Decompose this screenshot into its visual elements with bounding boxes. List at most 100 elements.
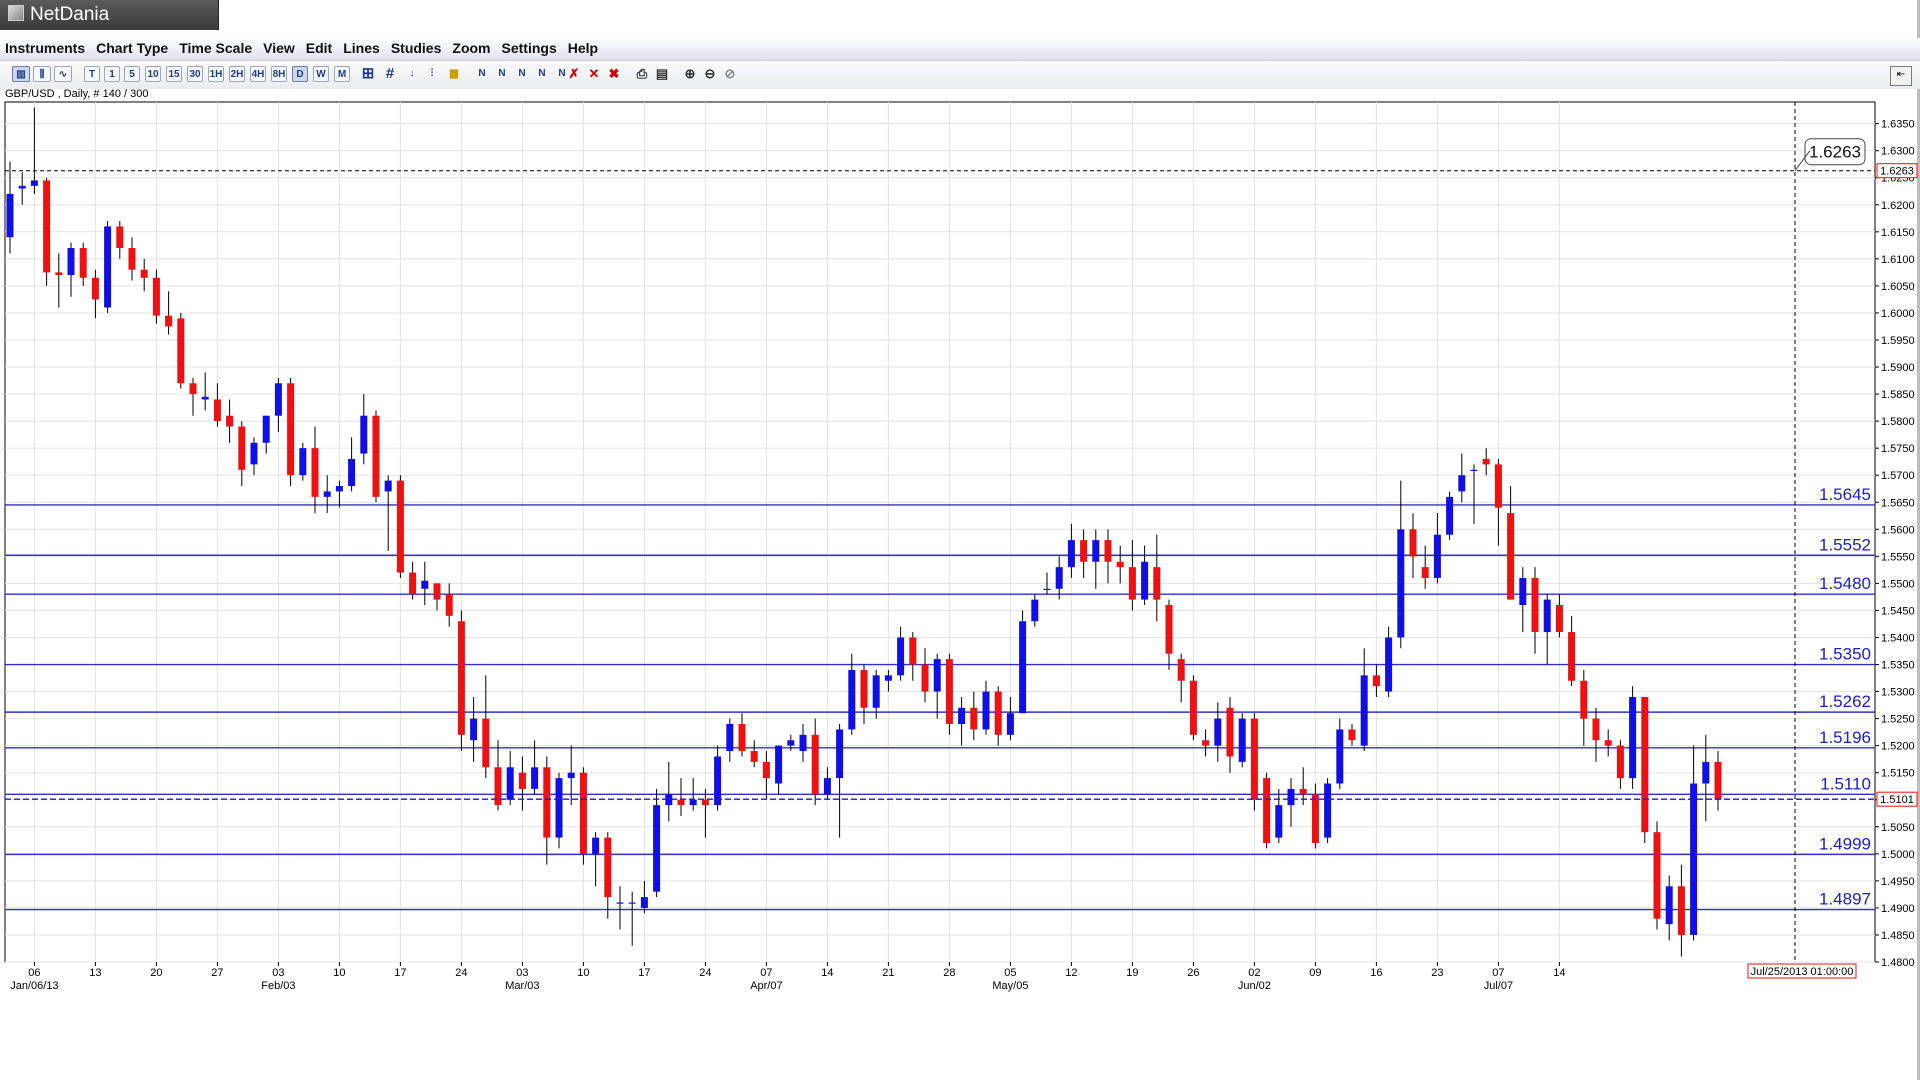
candle-body-down [945,659,953,725]
timescale-5min-button[interactable]: 5 [124,66,140,82]
histogram-icon[interactable]: ▆ [450,68,458,79]
menu-chart-type[interactable]: Chart Type [96,40,169,56]
candle [1641,696,1649,844]
menu-studies[interactable]: Studies [390,40,442,56]
candle [1580,669,1588,746]
candle-body-down [177,318,185,384]
candlestick-chart-icon[interactable]: ▥ [12,66,30,82]
candle-body-up [335,486,343,492]
bar-chart-icon[interactable]: ⫼ [33,66,51,82]
menu-lines[interactable]: Lines [343,40,380,56]
trendline-icon[interactable]: N [478,68,486,79]
candle [653,788,661,898]
candle-body-up [714,756,722,806]
candle [628,891,636,946]
grid-icon[interactable]: # [385,65,395,82]
candle-body-up [421,580,429,589]
panel-collapse-icon[interactable]: ⇤ [1890,66,1912,86]
delete-line-icon[interactable]: ✗ [568,66,580,81]
candle-body-down [970,707,978,730]
delete-icon[interactable]: ✕ [588,66,600,81]
menu-instruments[interactable]: Instruments [5,40,86,56]
timescale-tick-button[interactable]: T [84,66,100,82]
timescale-4h-button[interactable]: 4H [250,66,266,82]
x-tick-label: 26 [1187,967,1199,979]
candle [640,880,648,914]
candle-body-down [1568,632,1576,681]
current-price-tag [1876,163,1918,179]
candle [1336,718,1344,789]
candle [323,475,331,514]
plot-area[interactable] [4,101,1876,963]
timescale-1h-button[interactable]: 1H [208,66,224,82]
candle [67,242,75,297]
candle [701,788,709,838]
candle [1189,675,1197,741]
timescale-30min-button[interactable]: 30 [187,66,203,82]
candle [909,632,917,681]
menu-zoom[interactable]: Zoom [452,40,491,56]
candle-body-up [848,669,856,730]
crosshair-icon[interactable]: ⊞ [361,65,375,82]
print-icon[interactable]: ⎙ [636,66,648,81]
candle-body-down [579,772,587,854]
pitchfork-icon[interactable]: N [558,68,566,79]
timescale-2h-button[interactable]: 2H [229,66,245,82]
zoom-out-icon[interactable]: ⊖ [704,66,716,81]
fibonacci-icon[interactable]: N [518,68,526,79]
delete-all-icon[interactable]: ✖ [608,66,620,81]
channel-icon[interactable]: N [498,68,506,79]
candle-body-down [287,383,295,476]
candle [860,664,868,725]
candle-body-up [836,729,844,779]
candle [1507,486,1515,600]
zoom-reset-icon[interactable]: ⊘ [724,66,736,81]
candle [1385,626,1393,697]
zoom-in-icon[interactable]: ⊕ [684,66,696,81]
gann-icon[interactable]: N [538,68,546,79]
candle-body-down [1604,740,1612,746]
menu-help[interactable]: Help [567,40,599,56]
timescale-10min-button[interactable]: 10 [145,66,161,82]
timescale-weekly-button[interactable]: W [313,66,329,82]
candle-body-up [250,442,258,465]
price-chart[interactable]: 1.5645 1.5552 1.5480 1.5350 1.5262 1.5196 1.51… [0,98,1920,998]
y-axis: 1.63501.63001.62501.62001.61501.61001.60… [1875,119,1915,969]
menu-time-scale[interactable]: Time Scale [179,40,253,56]
candle-body-up [1385,637,1393,692]
candle-body-down [518,772,526,789]
volume-icon[interactable]: ⫶ [430,68,434,79]
candle-body-down [1226,707,1234,757]
candle [433,583,441,611]
candle [1372,664,1380,697]
print-preview-icon[interactable]: ▤ [655,66,669,81]
menu-settings[interactable]: Settings [501,40,557,56]
timescale-daily-button[interactable]: D [292,66,308,82]
candle [921,648,929,703]
app-logo-icon [8,5,24,21]
candle-body-down [1153,567,1161,600]
candle [1031,594,1039,627]
candle-body-up [1055,567,1063,589]
line-chart-icon[interactable]: ∿ [54,66,72,82]
candle [1226,696,1234,773]
candle-body-up [323,491,331,497]
candle-body-up [1470,469,1478,471]
candle-body-down [860,669,868,708]
candle [201,372,209,411]
app-title-tab[interactable]: NetDania FinanceChart [0,0,219,55]
candle [1690,745,1698,941]
timescale-15min-button[interactable]: 15 [166,66,182,82]
horizontal-levels[interactable]: 1.5645 1.5552 1.5480 1.5350 1.5262 1.5196 1.51… [5,485,1875,911]
candle [933,653,941,719]
timescale-1min-button[interactable]: 1 [104,66,120,82]
timescale-8h-button[interactable]: 8H [271,66,287,82]
arrow-down-icon[interactable]: ↓ [409,68,415,79]
candle-body-up [201,396,209,400]
menu-edit[interactable]: Edit [305,40,333,56]
timescale-monthly-button[interactable]: M [334,66,350,82]
x-axis: 06 13 20 27 03 10 17 24 03 10 17 24 07 14 21 28 05 12 19 26… [10,962,1566,992]
candle [872,669,880,719]
candle-body-down [165,315,173,327]
menu-view[interactable]: View [263,40,295,56]
